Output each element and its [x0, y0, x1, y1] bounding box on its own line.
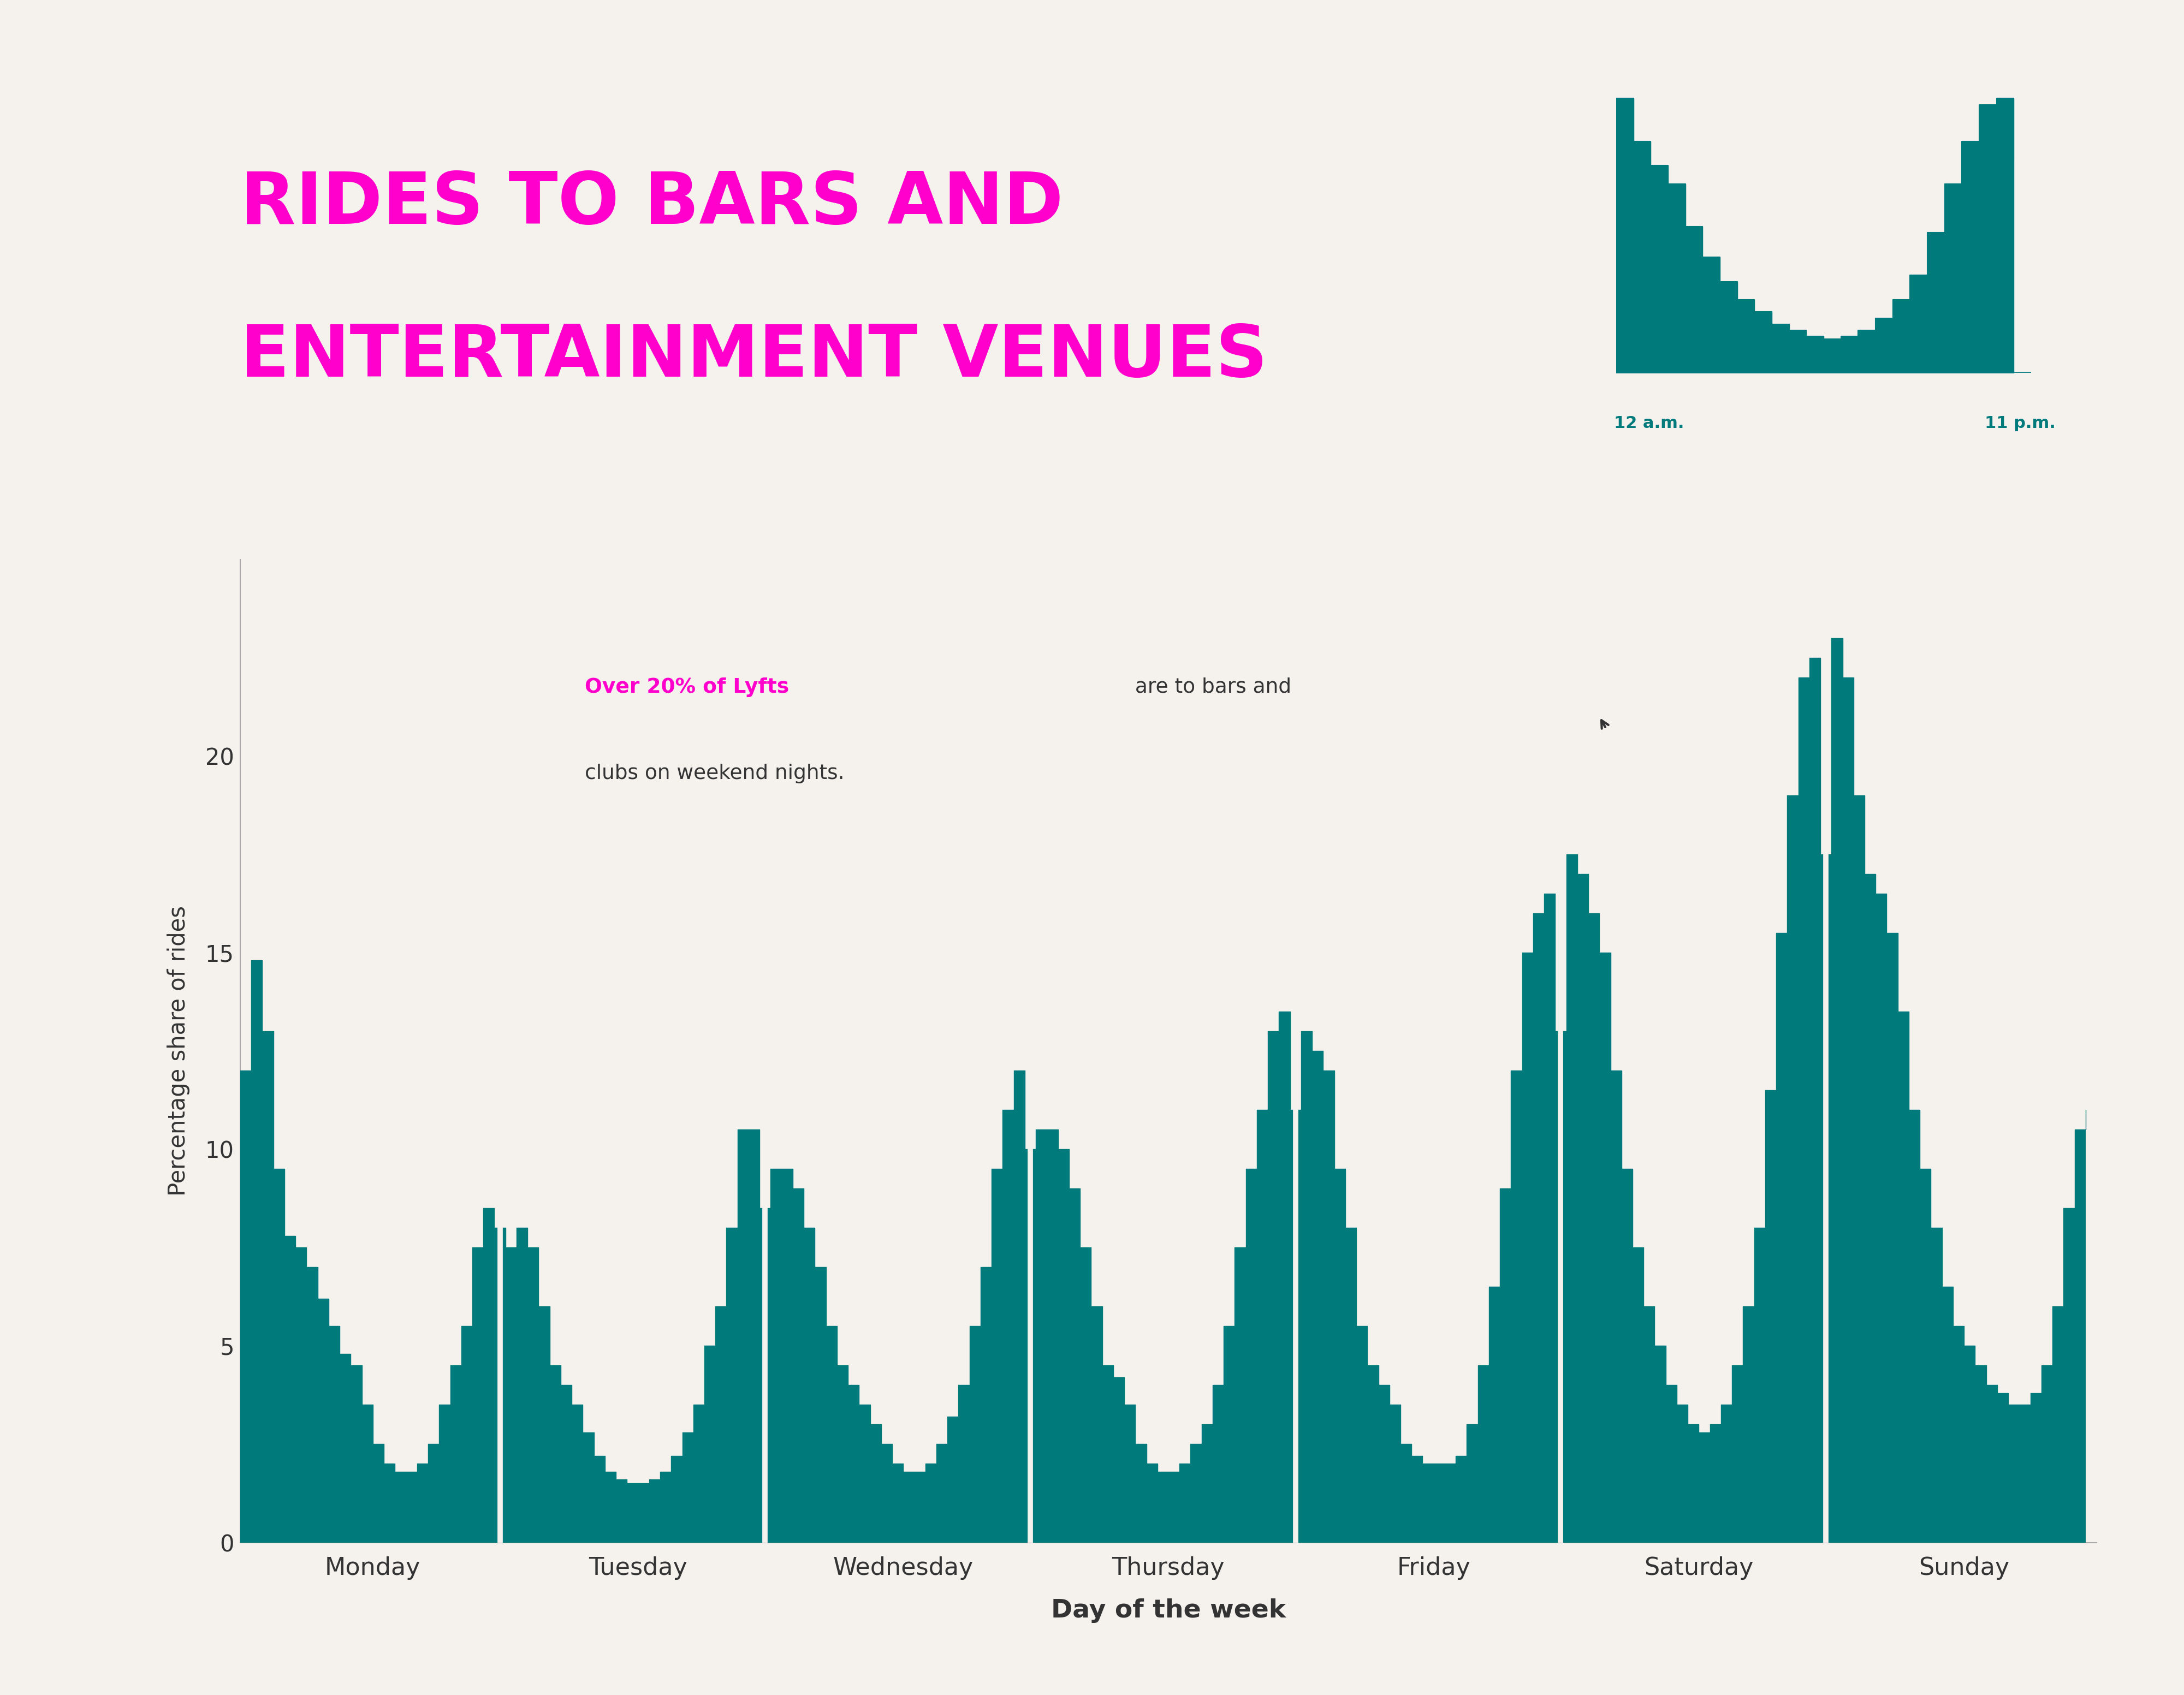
Text: ENTERTAINMENT VENUES: ENTERTAINMENT VENUES [240, 322, 1267, 392]
Text: Over 20% of Lyfts: Over 20% of Lyfts [585, 678, 788, 697]
Text: 12 a.m.: 12 a.m. [1614, 415, 1684, 431]
Text: RIDES TO BARS AND: RIDES TO BARS AND [240, 170, 1064, 239]
Text: are to bars and: are to bars and [1129, 678, 1291, 697]
X-axis label: Day of the week: Day of the week [1051, 1598, 1286, 1624]
Text: clubs on weekend nights.: clubs on weekend nights. [585, 764, 845, 783]
Y-axis label: Percentage share of rides: Percentage share of rides [168, 905, 190, 1197]
Text: 11 p.m.: 11 p.m. [1985, 415, 2055, 431]
